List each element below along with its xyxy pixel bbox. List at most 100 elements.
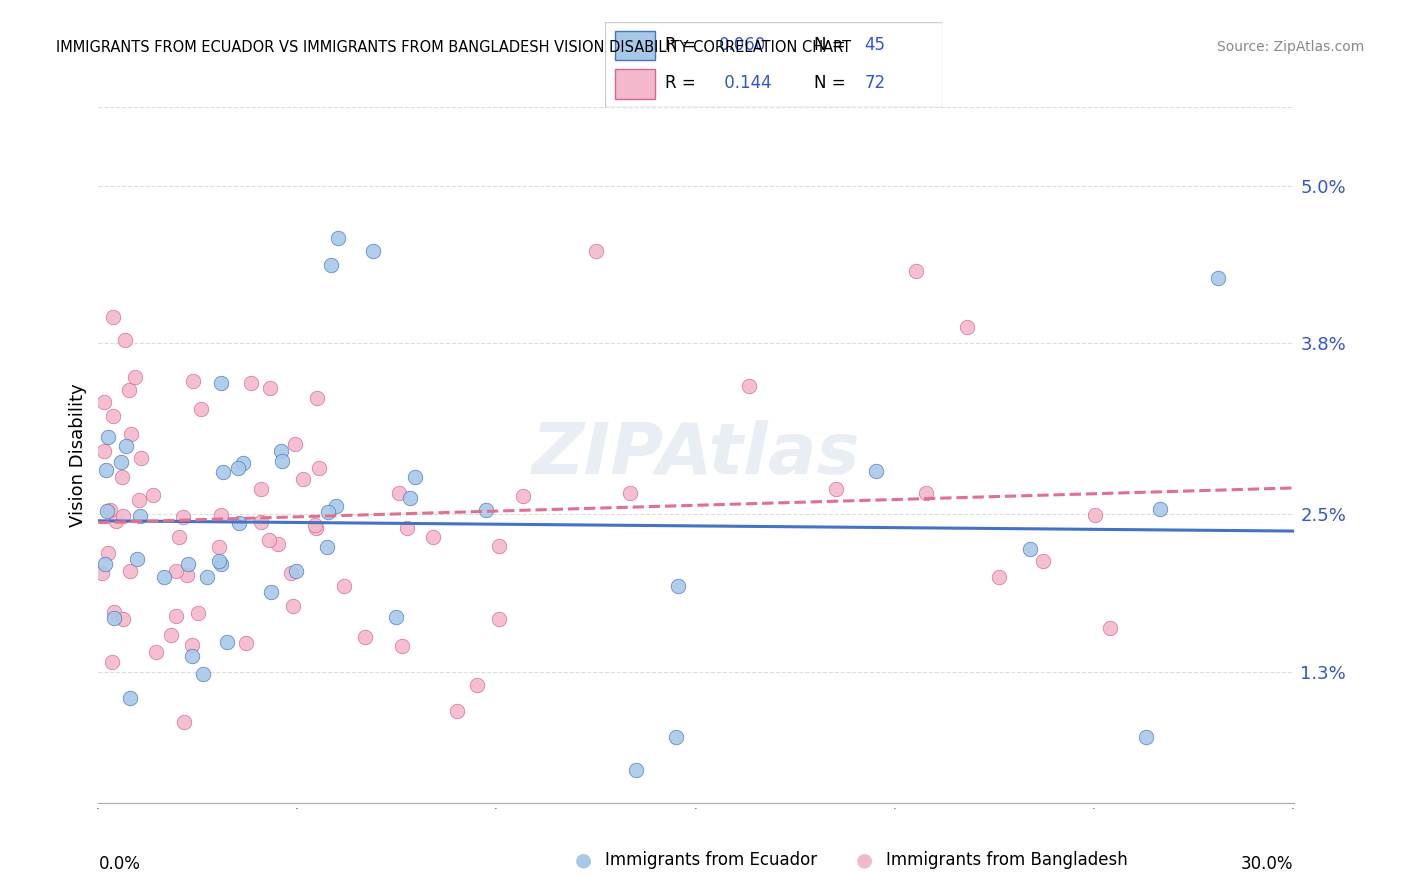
Point [209, 558, 232, 572]
Point [232, 456, 254, 470]
Point [101, 655, 124, 669]
Point [915, 486, 938, 500]
Point [118, 690, 141, 705]
Point [217, 634, 239, 648]
Point [93, 395, 115, 409]
FancyBboxPatch shape [605, 22, 942, 107]
Point [396, 521, 419, 535]
Point [176, 567, 198, 582]
Point [104, 514, 127, 528]
Point [488, 612, 510, 626]
Point [259, 533, 281, 548]
Point [666, 578, 689, 592]
Point [267, 536, 290, 550]
Text: ●: ● [575, 850, 592, 870]
Point [128, 508, 150, 523]
Point [1084, 508, 1107, 522]
Point [120, 564, 142, 578]
Text: R =: R = [665, 74, 702, 92]
Point [316, 505, 339, 519]
Point [825, 482, 848, 496]
Point [305, 391, 328, 405]
Point [905, 264, 928, 278]
Point [270, 443, 292, 458]
Point [111, 612, 134, 626]
Point [259, 381, 281, 395]
Point [96, 463, 118, 477]
Text: 45: 45 [865, 37, 886, 54]
Point [956, 320, 979, 334]
Point [98, 503, 121, 517]
Text: 30.0%: 30.0% [1241, 855, 1294, 873]
Point [111, 469, 134, 483]
Point [284, 437, 307, 451]
Point [283, 599, 305, 613]
Point [165, 564, 187, 578]
Point [129, 450, 152, 465]
Point [240, 376, 263, 390]
Point [187, 606, 209, 620]
Point [619, 486, 641, 500]
Point [91, 566, 114, 580]
Point [315, 540, 337, 554]
Point [465, 678, 488, 692]
Point [208, 540, 231, 554]
Point [626, 763, 648, 777]
Point [173, 510, 195, 524]
Point [260, 585, 283, 599]
Point [250, 515, 273, 529]
Point [1135, 730, 1157, 744]
Text: Source: ZipAtlas.com: Source: ZipAtlas.com [1216, 40, 1364, 54]
Point [167, 530, 190, 544]
Text: N =: N = [814, 74, 851, 92]
Point [384, 610, 406, 624]
Point [325, 499, 347, 513]
Point [195, 570, 218, 584]
Point [1206, 270, 1229, 285]
Point [180, 638, 202, 652]
Point [308, 461, 330, 475]
Point [94, 557, 117, 571]
Point [96, 503, 118, 517]
Point [120, 426, 142, 441]
Point [191, 667, 214, 681]
Point [1149, 501, 1171, 516]
Point [865, 464, 887, 478]
Text: 72: 72 [865, 74, 886, 92]
Point [235, 636, 257, 650]
Point [363, 244, 385, 259]
Point [114, 333, 136, 347]
Point [280, 566, 302, 580]
Point [103, 605, 125, 619]
Point [209, 376, 232, 390]
Point [118, 384, 141, 398]
Text: Immigrants from Bangladesh: Immigrants from Bangladesh [886, 851, 1128, 869]
Text: R =: R = [665, 37, 702, 54]
Point [305, 521, 328, 535]
Text: ZIPAtlas: ZIPAtlas [531, 420, 860, 490]
Point [124, 369, 146, 384]
Point [103, 409, 125, 423]
Point [181, 649, 204, 664]
Point [103, 610, 125, 624]
Point [1019, 541, 1042, 556]
Point [665, 730, 688, 744]
Text: N =: N = [814, 37, 851, 54]
Point [173, 714, 195, 729]
Point [326, 231, 349, 245]
Text: 0.0%: 0.0% [98, 855, 141, 873]
Point [142, 488, 165, 502]
Point [93, 443, 115, 458]
Text: IMMIGRANTS FROM ECUADOR VS IMMIGRANTS FROM BANGLADESH VISION DISABILITY CORRELAT: IMMIGRANTS FROM ECUADOR VS IMMIGRANTS FR… [56, 40, 852, 55]
Point [190, 401, 212, 416]
Point [319, 258, 342, 272]
Point [388, 486, 411, 500]
Point [987, 570, 1010, 584]
Point [152, 570, 174, 584]
Point [209, 508, 232, 522]
Point [398, 491, 420, 505]
Point [250, 482, 273, 496]
Point [391, 639, 413, 653]
Text: 0.060: 0.060 [720, 37, 766, 54]
Point [115, 439, 138, 453]
